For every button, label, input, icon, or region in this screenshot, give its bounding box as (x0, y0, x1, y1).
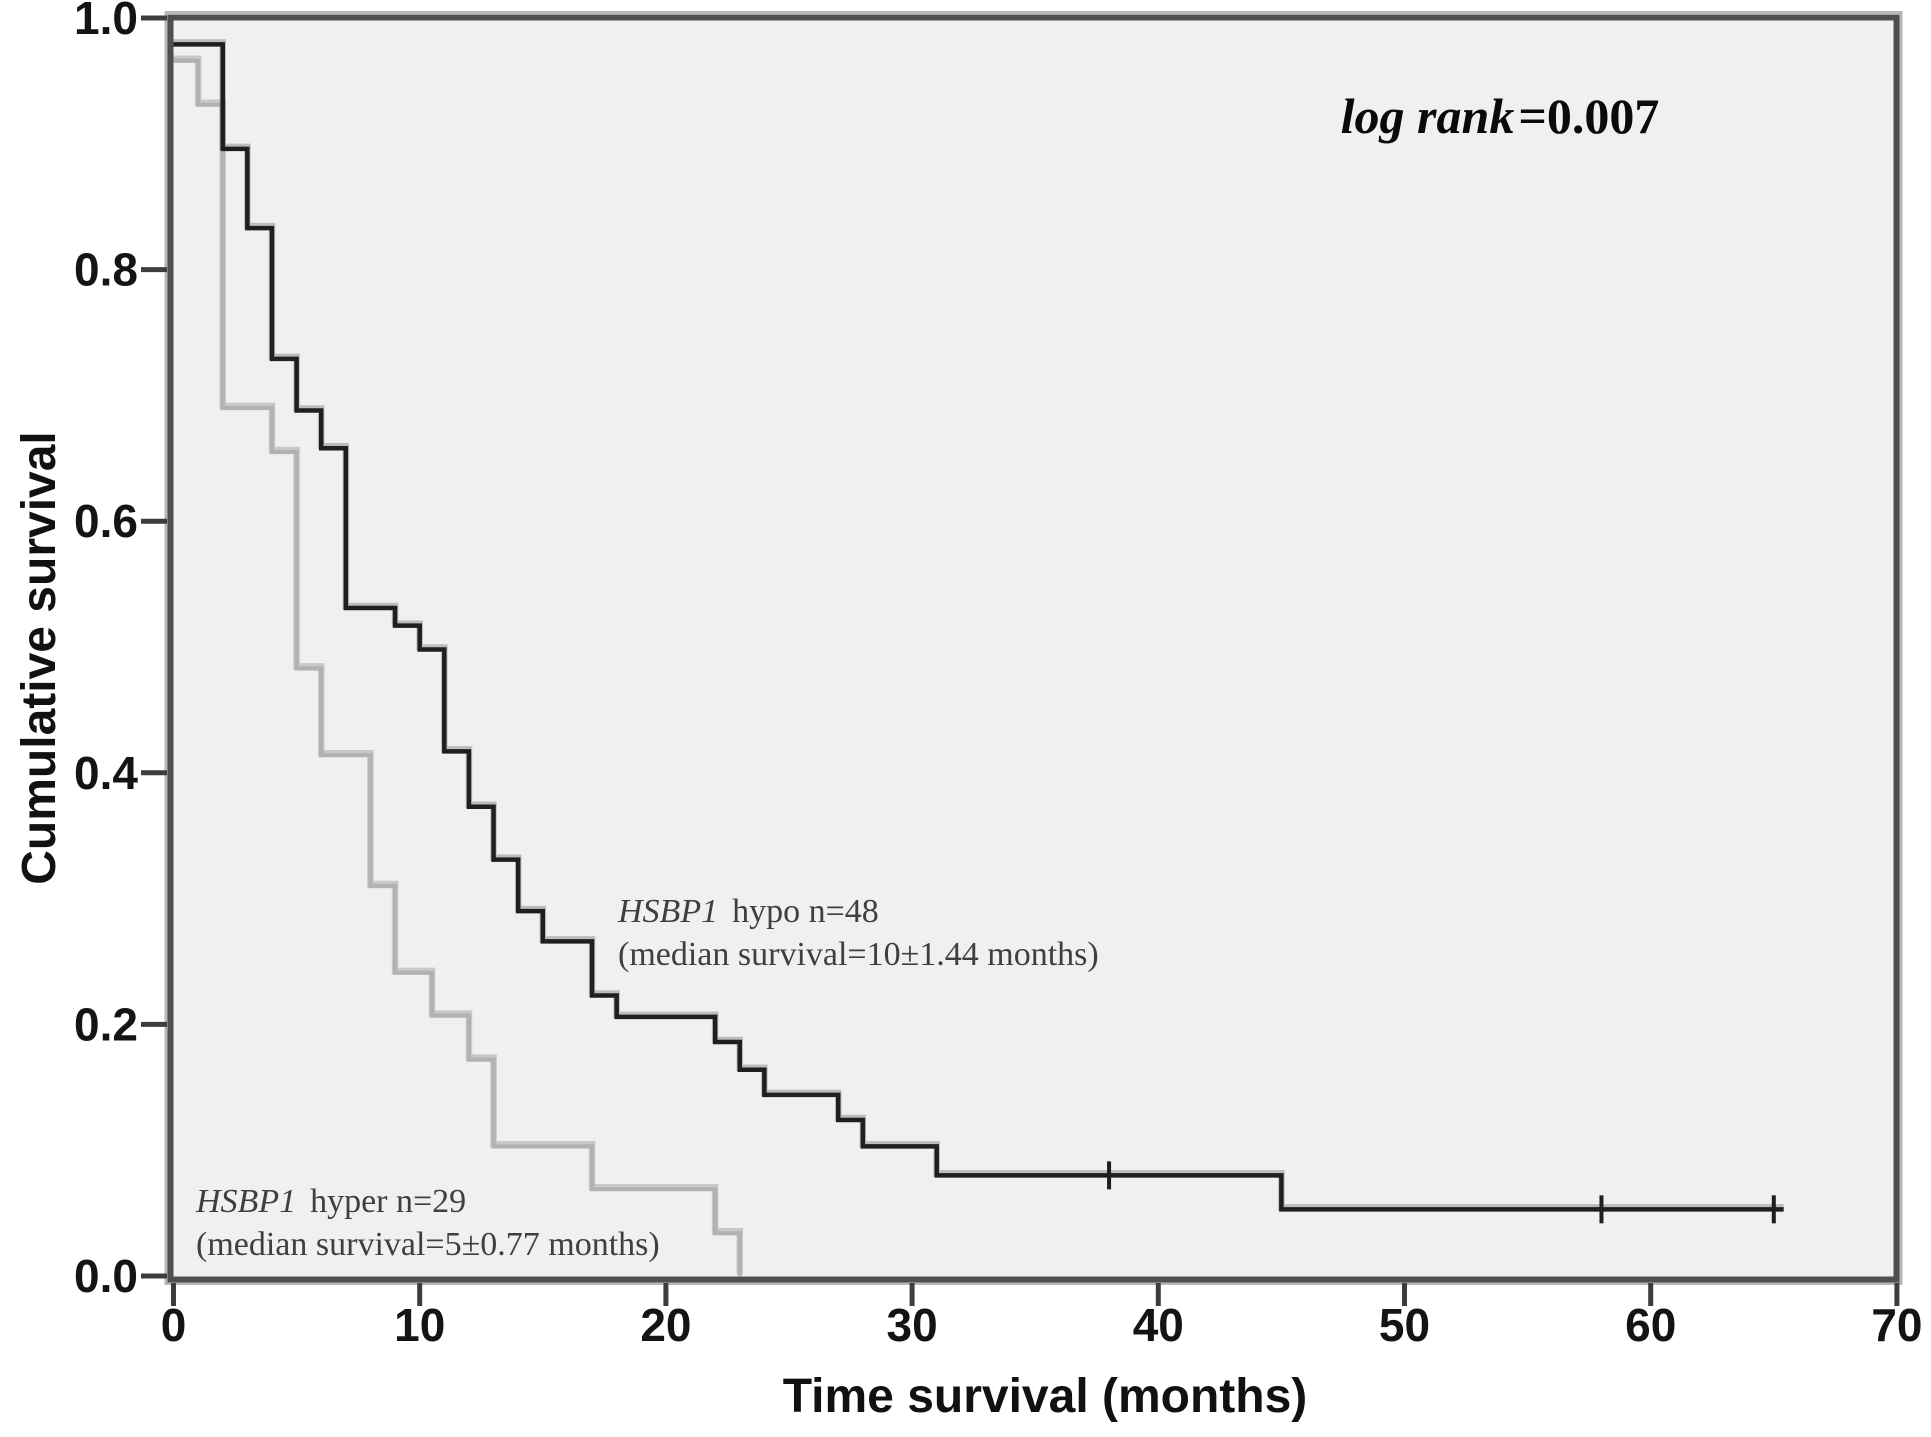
x-tick-label: 50 (1379, 1299, 1430, 1351)
x-tick-label: 30 (887, 1299, 938, 1351)
hyper-group-count: hyper n=29 (310, 1183, 466, 1220)
survival-curve-hypo (173, 42, 1784, 1212)
y-tick-label: 0.8 (74, 244, 138, 296)
hyper-gene-name: HSBP1 (195, 1183, 296, 1220)
x-tick-label: 70 (1871, 1299, 1922, 1351)
censor-marks-layer (1107, 1161, 1776, 1224)
hyper-curve-label-line2: (median survival=5±0.77 months) (196, 1226, 660, 1263)
hypo-curve-label-line1: HSBP1 hypo n=48 (617, 893, 879, 930)
survival-curve-hyper (173, 58, 742, 1276)
log-rank-annotation: log rank=0.007 (1341, 88, 1660, 144)
x-tick-label: 0 (161, 1299, 187, 1351)
hypo-group-count: hypo n=48 (732, 893, 879, 930)
x-axis-title: Time survival (months) (783, 1370, 1308, 1423)
y-axis-title: Cumulative survival (13, 431, 66, 885)
x-tick-label: 40 (1133, 1299, 1184, 1351)
y-tick-label: 0.4 (74, 747, 138, 799)
y-tick-label: 0.0 (74, 1250, 138, 1302)
survival-curves (173, 39, 1784, 1276)
axis-ticks (141, 15, 1900, 1306)
plot-frame-bevel (164, 11, 1903, 1285)
plot-area-background (173, 20, 1894, 1277)
y-tick-label: 1.0 (74, 0, 138, 44)
tick-labels-layer: 0 10 20 30 40 50 60 70 0.0 0.2 0.4 0.6 0.8 1.0 (74, 0, 1922, 1351)
x-tick-label: 10 (394, 1299, 445, 1351)
x-tick-label: 20 (640, 1299, 691, 1351)
hyper-curve-label-line1: HSBP1 hyper n=29 (195, 1183, 466, 1220)
hypo-gene-name: HSBP1 (617, 893, 718, 930)
y-tick-label: 0.2 (74, 998, 138, 1050)
log-rank-annotation-value: =0.007 (1518, 88, 1659, 144)
log-rank-annotation-label: log rank (1341, 88, 1515, 144)
y-tick-label: 0.6 (74, 495, 138, 547)
plot-frame (167, 14, 1900, 1283)
x-tick-label: 60 (1625, 1299, 1676, 1351)
hypo-curve-label-line2: (median survival=10±1.44 months) (618, 936, 1099, 973)
